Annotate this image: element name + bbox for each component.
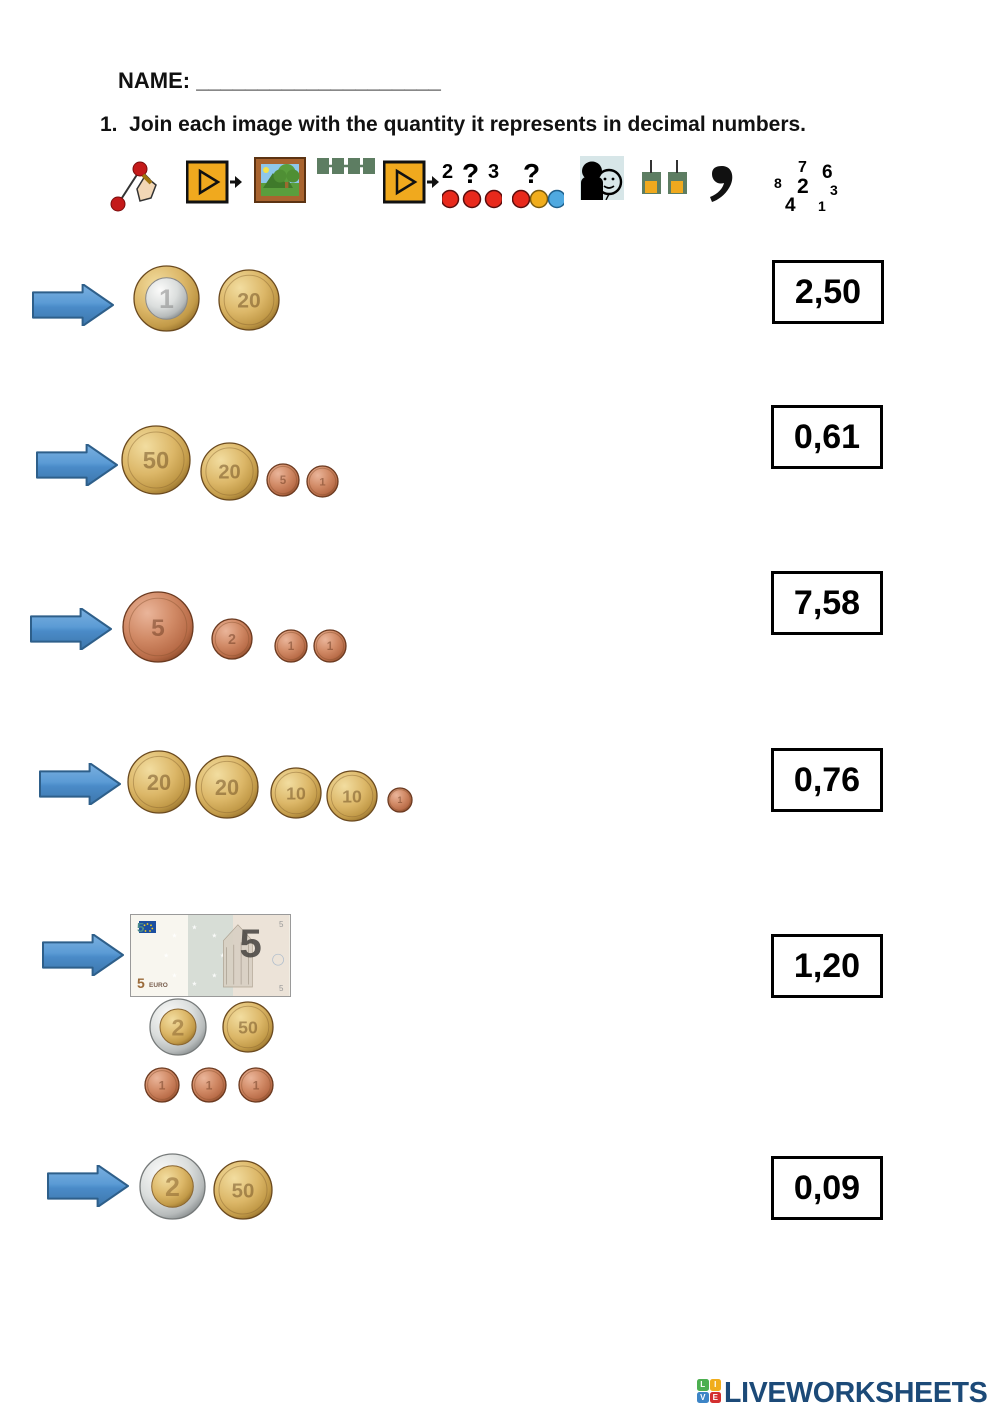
svg-text:1: 1 xyxy=(288,640,295,653)
svg-text:50: 50 xyxy=(143,448,169,475)
svg-text:20: 20 xyxy=(237,290,260,313)
svg-text:1: 1 xyxy=(159,284,174,314)
svg-text:8: 8 xyxy=(774,175,782,191)
svg-text:1: 1 xyxy=(253,1078,260,1092)
svg-text:2: 2 xyxy=(442,161,453,183)
svg-text:EURO: EURO xyxy=(149,982,168,989)
svg-text:4: 4 xyxy=(785,195,796,214)
svg-text:5: 5 xyxy=(137,920,144,935)
svg-text:2: 2 xyxy=(797,175,809,198)
svg-text:1: 1 xyxy=(206,1078,213,1092)
svg-text:2: 2 xyxy=(172,1014,185,1040)
svg-text:5: 5 xyxy=(279,920,284,929)
svg-text:10: 10 xyxy=(286,783,306,803)
svg-text:50: 50 xyxy=(238,1017,258,1037)
svg-text:1: 1 xyxy=(319,476,325,488)
svg-text:20: 20 xyxy=(218,461,240,483)
svg-text:2: 2 xyxy=(165,1172,180,1202)
svg-text:5: 5 xyxy=(279,984,284,993)
svg-text:2: 2 xyxy=(228,632,236,648)
svg-text:?: ? xyxy=(523,158,540,189)
svg-text:1: 1 xyxy=(398,795,403,805)
svg-text:1: 1 xyxy=(818,198,826,214)
svg-text:50: 50 xyxy=(232,1180,255,1202)
svg-text:20: 20 xyxy=(215,775,239,800)
svg-text:1: 1 xyxy=(327,640,334,653)
svg-text:7: 7 xyxy=(798,159,807,176)
svg-text:3: 3 xyxy=(488,161,499,183)
svg-text:5: 5 xyxy=(137,975,145,991)
svg-text:5: 5 xyxy=(151,615,165,642)
svg-text:6: 6 xyxy=(822,162,833,183)
svg-text:20: 20 xyxy=(147,770,171,795)
svg-text:10: 10 xyxy=(342,786,362,806)
svg-text:5: 5 xyxy=(240,922,262,966)
svg-text:3: 3 xyxy=(830,182,838,198)
svg-text:5: 5 xyxy=(280,474,287,487)
svg-text:?: ? xyxy=(462,158,479,189)
svg-text:1: 1 xyxy=(159,1078,166,1092)
